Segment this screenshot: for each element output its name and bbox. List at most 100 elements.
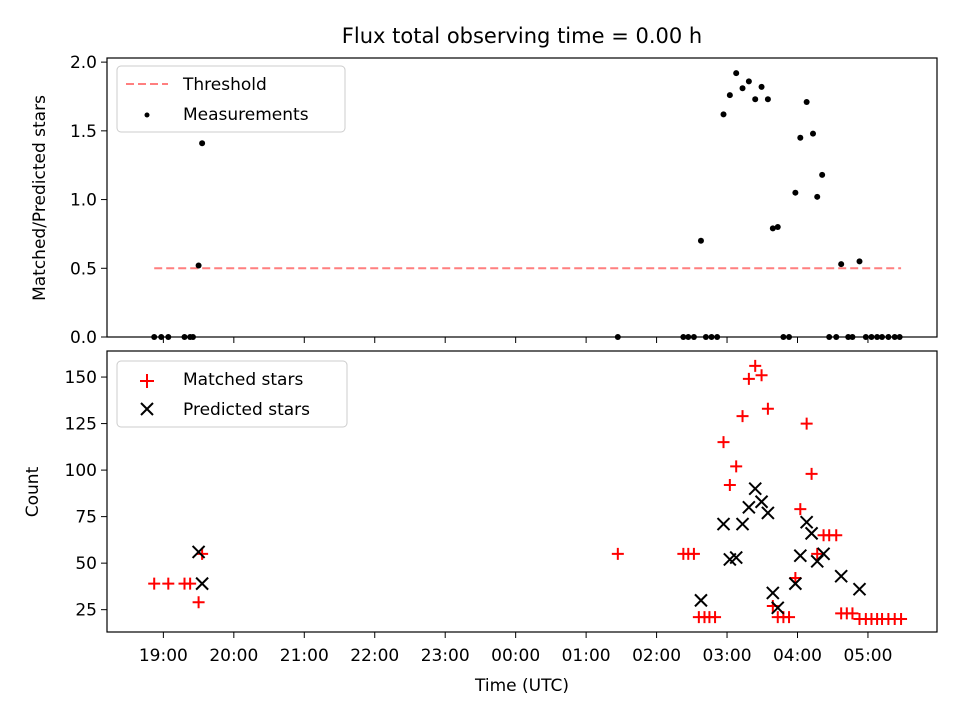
- predicted-star-point: [766, 586, 780, 600]
- predicted-star-point: [761, 506, 775, 520]
- bottom-panel: Count Time (UTC) 25 50 75 100 125 150 19:00 20:…: [23, 350, 938, 696]
- predicted-star-point: [816, 547, 831, 561]
- measurement-point: [697, 237, 704, 244]
- measurement-point: [774, 224, 781, 231]
- bottom-xtick-label: 02:00: [632, 646, 681, 666]
- measurement-point: [764, 96, 771, 103]
- matched-star-point: [687, 547, 700, 560]
- bottom-xtick-label: 19:00: [139, 646, 188, 666]
- measurement-point: [809, 130, 816, 137]
- bottom-ytick-label: 100: [65, 461, 97, 481]
- bottom-xtick-label: 03:00: [703, 646, 752, 666]
- bottom-legend-box: [116, 360, 348, 428]
- matched-star-point: [162, 577, 175, 590]
- predicted-star-point: [799, 515, 814, 529]
- bottom-ylabel: Count: [23, 466, 43, 517]
- predicted-star-point: [788, 576, 803, 591]
- measurement-point: [814, 193, 821, 200]
- matched-legend-label: Matched stars: [183, 370, 303, 390]
- predicted-star-point: [754, 495, 769, 509]
- matched-star-point: [811, 547, 824, 560]
- measurement-point: [856, 258, 863, 265]
- measurement-point: [797, 134, 804, 141]
- predicted-star-point: [834, 569, 848, 583]
- top-ytick-label: 1.5: [70, 122, 97, 142]
- bottom-plot-marks: [148, 359, 908, 625]
- bottom-legend: Matched stars Predicted stars: [116, 360, 348, 428]
- measurement-point: [195, 262, 202, 269]
- predicted-legend-label: Predicted stars: [183, 400, 310, 420]
- measurements-legend-marker: [144, 112, 150, 118]
- top-ylabel: Matched/Predicted stars: [30, 95, 50, 301]
- measurement-point: [752, 96, 759, 103]
- predicted-star-point: [748, 482, 762, 496]
- predicted-legend-marker: [140, 402, 154, 416]
- matched-star-point: [709, 611, 722, 624]
- matched-star-point: [749, 359, 762, 372]
- measurements-legend-label: Measurements: [183, 105, 309, 125]
- matched-star-point: [830, 529, 843, 542]
- predicted-star-point: [195, 576, 209, 591]
- matched-star-point: [755, 369, 768, 382]
- matched-star-point: [783, 611, 796, 624]
- bottom-xtick-label: 04:00: [773, 646, 822, 666]
- matched-star-point: [730, 460, 743, 473]
- predicted-star-point: [191, 545, 206, 559]
- top-axis-ticks: 0.0 0.5 1.0 1.5 2.0: [70, 53, 869, 348]
- bottom-ytick-label: 50: [75, 554, 97, 574]
- matched-star-point: [805, 467, 818, 480]
- measurement-point: [792, 189, 799, 196]
- predicted-star-point: [742, 500, 756, 515]
- bottom-ytick-label: 25: [75, 601, 97, 621]
- matched-star-point: [846, 607, 859, 620]
- measurement-point: [739, 85, 746, 92]
- matched-star-point: [723, 478, 736, 491]
- predicted-star-point: [804, 526, 819, 541]
- matched-star-point: [895, 612, 908, 625]
- top-legend: Threshold Measurements: [116, 65, 346, 133]
- top-legend-box: [116, 65, 346, 133]
- predicted-star-point: [716, 517, 731, 531]
- bottom-ytick-label: 150: [65, 368, 97, 388]
- matched-star-point: [800, 417, 813, 430]
- measurement-point: [726, 92, 733, 99]
- matched-legend-marker: [140, 374, 154, 388]
- matched-star-point: [717, 436, 730, 449]
- matched-star-point: [794, 503, 807, 516]
- bottom-xtick-label: 01:00: [562, 646, 611, 666]
- top-ytick-label: 0.0: [70, 328, 97, 348]
- predicted-star-point: [735, 517, 750, 531]
- top-panel: Flux total observing time = 0.00 h Match…: [30, 24, 938, 348]
- bottom-xtick-label: 00:00: [491, 646, 540, 666]
- predicted-star-point: [694, 593, 708, 608]
- matched-star-point: [789, 572, 802, 585]
- bottom-axes-frame: [106, 350, 938, 633]
- matched-star-point: [184, 577, 197, 590]
- measurement-point: [838, 261, 845, 268]
- bottom-xtick-label: 21:00: [280, 646, 329, 666]
- top-ytick-label: 1.0: [70, 191, 97, 211]
- measurement-point: [803, 98, 810, 105]
- matched-star-point: [148, 577, 161, 590]
- matched-star-point: [742, 372, 755, 385]
- matched-star-point: [611, 547, 624, 560]
- top-ytick-label: 2.0: [70, 53, 97, 73]
- predicted-star-point: [771, 601, 785, 615]
- chart-title: Flux total observing time = 0.00 h: [342, 24, 702, 48]
- bottom-axis-ticks: 25 50 75 100 125 150 19:00 20:00 21:00 22:00 23:00…: [65, 368, 893, 666]
- bottom-xtick-label: 20:00: [209, 646, 258, 666]
- matched-star-point: [761, 402, 774, 415]
- measurement-point: [733, 70, 740, 77]
- measurement-point: [819, 171, 826, 178]
- top-axes-frame: [106, 57, 938, 338]
- measurement-point: [745, 78, 752, 85]
- bottom-xtick-label: 05:00: [843, 646, 892, 666]
- measurement-point: [199, 140, 206, 147]
- measurement-point: [769, 225, 776, 232]
- measurement-point: [758, 83, 765, 90]
- bottom-ytick-label: 125: [65, 415, 97, 435]
- bottom-xtick-label: 22:00: [350, 646, 399, 666]
- bottom-xlabel: Time (UTC): [474, 676, 569, 696]
- matched-star-point: [736, 410, 749, 423]
